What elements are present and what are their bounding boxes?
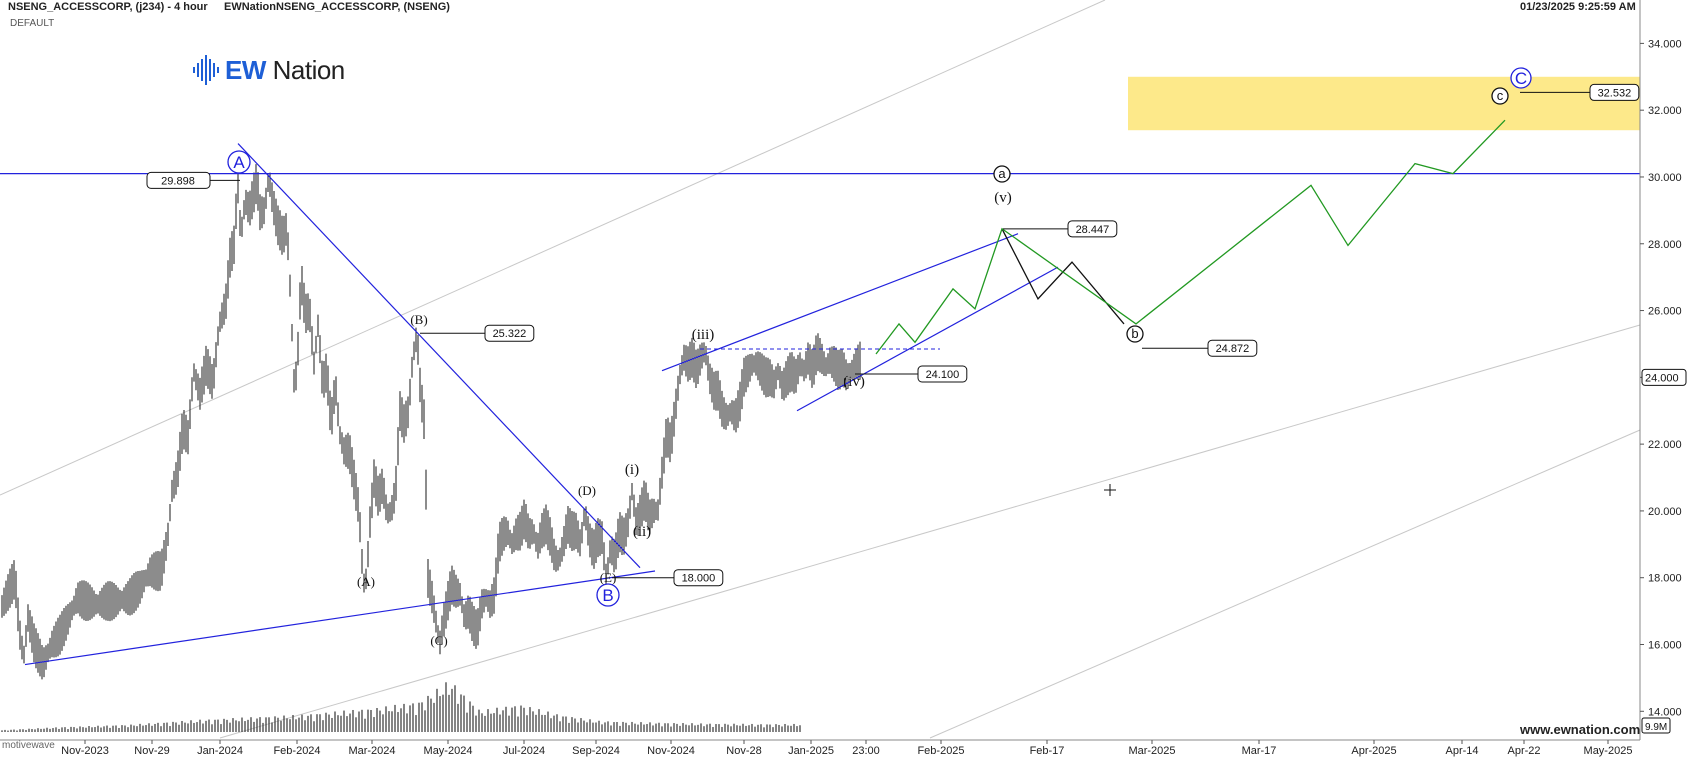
v-high-tag-box <box>1067 220 1118 238</box>
timestamp: 01/23/2025 9:25:59 AM <box>1520 1 1636 13</box>
y-tick-label: 32.000 <box>1648 105 1682 117</box>
target-zone <box>1128 76 1640 131</box>
y-tick-label: 18.000 <box>1648 573 1682 585</box>
high-a-box <box>146 171 211 189</box>
high-b-tag: 25.322 <box>493 328 527 340</box>
wave-c-label: C <box>1515 69 1527 88</box>
chart-source-title: EWNationNSENG_ACCESSCORP, (NSENG) <box>224 1 450 13</box>
wave-b-label: B <box>602 586 613 605</box>
projection-paths <box>875 119 1506 355</box>
wave-v-label: (v) <box>994 190 1012 206</box>
c-target-tag: 32.532 <box>1598 87 1632 99</box>
lower-channel-line <box>796 266 1059 412</box>
x-tick-label: Jan-2025 <box>788 745 834 757</box>
x-tick-label: Jan-2024 <box>197 745 243 757</box>
watermark: motivewave <box>2 740 55 751</box>
volume-bars <box>1 682 801 732</box>
ewnation-logo: EW Nation <box>193 52 345 88</box>
wave-b-trendline <box>237 143 641 569</box>
volume-tag: 9.9M <box>1645 722 1667 733</box>
low-e-tag-box <box>673 569 724 587</box>
y-tick-label: 30.000 <box>1648 172 1682 184</box>
y-tick-label: 14.000 <box>1648 706 1682 718</box>
x-tick-label: Apr-22 <box>1507 745 1540 757</box>
wave-c-label-circle <box>1510 67 1532 89</box>
x-tick-label: May-2024 <box>424 745 473 757</box>
x-tick-label: Mar-2024 <box>348 745 395 757</box>
x-tick-label: Feb-2025 <box>917 745 964 757</box>
logo-nation: Nation <box>265 54 346 85</box>
wave-iv-label: (iv) <box>843 374 865 390</box>
x-tick-label: 23:00 <box>852 745 880 757</box>
price-tags: 29.898 25.322 18.000 24.100 28.447 24.872 32.5… <box>146 83 1640 587</box>
volume-tag-box <box>1641 717 1671 734</box>
projection-wave-a-b <box>1001 228 1125 325</box>
x-tick-label: Nov-2023 <box>61 745 109 757</box>
wave-labels: A B Ca b c (B) (A) (C) (D) (E) (i) (ii) (iii) (iv) (v) <box>227 67 1532 648</box>
x-tick-label: Feb-2024 <box>273 745 320 757</box>
sub-wave-c-label: (C) <box>430 633 447 648</box>
wave-b-label-circle <box>596 583 620 607</box>
y-tick-label: 34.000 <box>1648 38 1682 50</box>
wave-b-small-label: b <box>1131 326 1138 341</box>
wave-a-label-circle <box>227 150 251 174</box>
current-price-box <box>1641 368 1687 386</box>
logo-ew: EW <box>225 54 266 85</box>
soundwave-icon <box>193 55 219 85</box>
sub-wave-e-label: (E) <box>600 570 617 585</box>
wave-c-small-label-circle <box>1491 87 1509 105</box>
y-tick-label: 26.000 <box>1648 306 1682 318</box>
c-target-tag-box <box>1589 83 1640 101</box>
x-tick-label: Jul-2024 <box>503 745 545 757</box>
trend-lines <box>0 143 1640 666</box>
y-tick-label: 20.000 <box>1648 506 1682 518</box>
x-tick-label: Nov-29 <box>134 745 169 757</box>
triangle-lower-line <box>24 570 656 666</box>
channel-line-2 <box>219 324 1641 739</box>
y-tick-label: 22.000 <box>1648 439 1682 451</box>
iv-low-tag: 24.100 <box>926 369 960 381</box>
price-bars <box>1 164 861 680</box>
x-tick-label: Apr-2025 <box>1351 745 1396 757</box>
projection-wave-c <box>875 119 1506 355</box>
channel-line-1 <box>0 0 1106 496</box>
wave-a-label: A <box>233 153 245 172</box>
iv-low-tag-box <box>917 365 968 383</box>
wave-i-label: (i) <box>625 462 639 478</box>
chart-symbol-title: NSENG_ACCESSCORP, (j234) - 4 hour <box>8 1 208 13</box>
low-e-tag: 18.000 <box>682 573 716 585</box>
v-high-tag: 28.447 <box>1076 224 1110 236</box>
x-tick-label: Nov-28 <box>726 745 761 757</box>
wave-c-small-label: c <box>1497 88 1504 103</box>
x-tick-label: May-2025 <box>1584 745 1633 757</box>
wave-a-small-label: a <box>998 166 1006 181</box>
sub-wave-d-label: (D) <box>578 483 596 498</box>
x-tick-label: Nov-2024 <box>647 745 695 757</box>
y-tick-label: 16.000 <box>1648 639 1682 651</box>
wave-ii-label: (ii) <box>633 524 651 540</box>
wave-a-small-label-circle <box>993 165 1011 183</box>
x-tick-label: Mar-2025 <box>1128 745 1175 757</box>
sub-wave-a-label: (A) <box>357 574 375 589</box>
high-a-tag: 29.898 <box>161 175 195 187</box>
channel-line-3 <box>929 429 1641 739</box>
target-zone-box <box>1128 76 1640 131</box>
wave-b-small-label-circle <box>1126 325 1144 343</box>
x-tick-label: Apr-14 <box>1445 745 1478 757</box>
upper-channel-line <box>661 233 1019 372</box>
website-label: www.ewnation.com <box>1520 722 1641 737</box>
current-price-tag: 24.000 <box>1645 372 1679 384</box>
template-name: DEFAULT <box>10 18 55 29</box>
x-tick-label: Mar-17 <box>1242 745 1277 757</box>
wave-iii-label: (iii) <box>692 327 715 343</box>
x-tick-label: Sep-2024 <box>572 745 620 757</box>
b-low-tag-box <box>1207 339 1258 357</box>
y-tick-label: 28.000 <box>1648 239 1682 251</box>
sub-wave-b-label: (B) <box>410 312 427 327</box>
b-low-tag: 24.872 <box>1216 343 1250 355</box>
x-tick-label: Feb-17 <box>1030 745 1065 757</box>
high-b-tag-box <box>484 324 535 342</box>
